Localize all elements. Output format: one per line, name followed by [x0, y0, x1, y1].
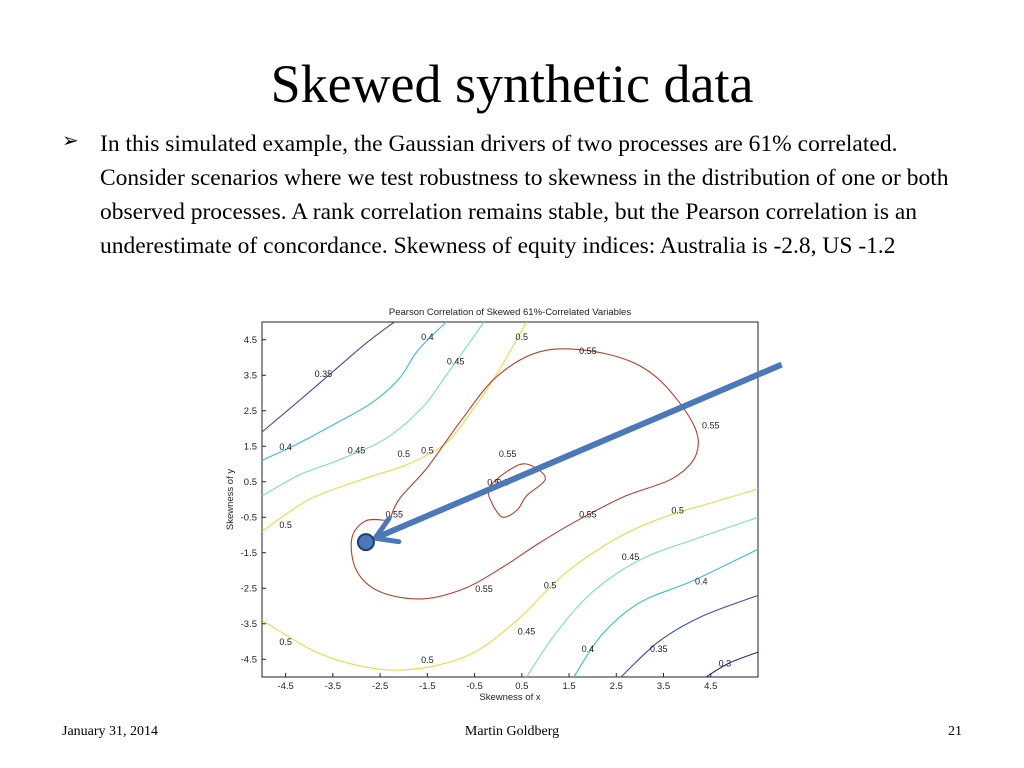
contour-label: 0.5 — [671, 506, 684, 516]
y-tick-label: -3.5 — [241, 619, 257, 630]
bullet-text: In this simulated example, the Gaussian … — [100, 131, 949, 259]
contour-label: 0.45 — [518, 626, 536, 636]
contour-label: 0.35 — [315, 369, 333, 379]
contour-label: 0.4 — [695, 577, 708, 587]
contour-label: 0.55 — [386, 509, 404, 519]
contour-label: 0.5 — [516, 332, 529, 342]
contour-label: 0.5 — [279, 520, 292, 530]
contour-label: 0.4 — [279, 442, 292, 452]
contour-label: 0.5 — [421, 655, 434, 665]
plot-frame — [261, 321, 759, 678]
y-tick-label: 1.5 — [244, 441, 257, 452]
y-tick-label: -1.5 — [241, 548, 257, 559]
y-tick-label: 2.5 — [244, 406, 257, 417]
annotation-arrow-head — [372, 516, 402, 545]
x-tick-label: -2.5 — [372, 681, 388, 692]
contour-line-0-4 — [573, 548, 759, 678]
x-tick-label: 2.5 — [610, 681, 623, 692]
contour-line-0-35 — [261, 321, 395, 433]
contour-line-0-5 — [261, 488, 759, 671]
annotation-point — [356, 533, 375, 552]
footer-author: Martin Goldberg — [464, 724, 560, 739]
x-axis-label: Skewness of x — [479, 692, 540, 703]
contour-label: 0.5 — [397, 449, 410, 459]
y-tick-label: -2.5 — [241, 583, 257, 594]
contour-label: 0.55 — [499, 449, 517, 459]
contour-line-0-4 — [261, 321, 447, 461]
x-tick-label: -1.5 — [419, 681, 435, 692]
y-tick-label: 0.5 — [244, 477, 257, 488]
contour-label: 0.45 — [447, 357, 465, 367]
contour-label: 0.5 — [544, 580, 557, 590]
y-tick-label: -0.5 — [241, 512, 257, 523]
contour-label: 0.4 — [421, 332, 434, 342]
x-tick-label: -4.5 — [277, 681, 293, 692]
contour-label: 0.55 — [579, 346, 597, 356]
contour-line-0-35 — [620, 594, 759, 678]
x-tick-label: -0.5 — [466, 681, 482, 692]
x-tick-label: 0.5 — [515, 681, 528, 692]
contour-line-0-45 — [261, 321, 485, 497]
contour-label: 0.35 — [650, 644, 668, 654]
contour-label: 0.45 — [348, 445, 366, 455]
chart-title: Pearson Correlation of Skewed 61%-Correl… — [389, 307, 631, 318]
contour-label: 0.55 — [475, 584, 493, 594]
arrow-bullet-icon: ➢ — [62, 128, 79, 152]
contour-label: 0.45 — [622, 552, 640, 562]
contour-label: 0.55 — [579, 509, 597, 519]
y-tick-label: -4.5 — [241, 654, 257, 665]
y-tick-label: 4.5 — [244, 335, 257, 346]
x-tick-label: 4.5 — [704, 681, 717, 692]
x-tick-label: -3.5 — [325, 681, 341, 692]
footer-date: January 31, 2014 — [62, 724, 159, 739]
contour-line-0-55 — [487, 463, 546, 518]
contour-label: 0.5 — [421, 445, 434, 455]
annotation-arrow-shaft — [373, 361, 783, 541]
x-tick-label: 1.5 — [562, 681, 575, 692]
contour-label: 0.55 — [702, 421, 720, 431]
y-tick-label: 3.5 — [244, 370, 257, 381]
x-tick-label: 3.5 — [657, 681, 670, 692]
contour-label: 0.5 — [487, 477, 500, 487]
y-axis-label: Skewness of y — [225, 469, 236, 530]
contour-label: 0.3 — [719, 658, 732, 668]
contour-label: 0.5 — [279, 637, 292, 647]
contour-label: 0.4 — [582, 644, 595, 654]
contour-line-0-3 — [705, 651, 759, 678]
contour-line-0-5 — [261, 321, 527, 532]
contour-line-0-55 — [350, 348, 699, 600]
slide-title: Skewed synthetic data — [270, 54, 754, 114]
page-number: 21 — [948, 724, 962, 739]
contour-line-0-45 — [526, 516, 759, 678]
